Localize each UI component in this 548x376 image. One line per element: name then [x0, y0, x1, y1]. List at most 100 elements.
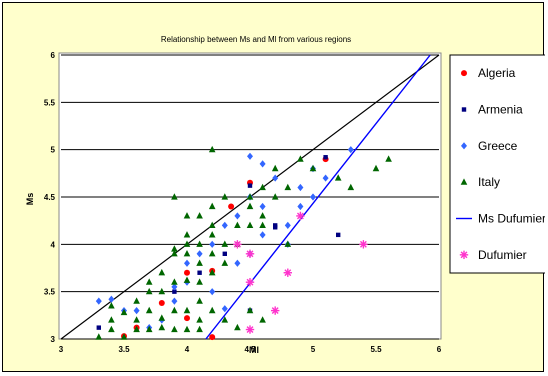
- greece-point: [108, 295, 115, 303]
- italy-point: [133, 316, 140, 323]
- greece-point: [171, 283, 178, 291]
- italy-point: [133, 325, 140, 333]
- data-points: [95, 145, 392, 341]
- italy-point: [183, 306, 191, 314]
- greece-point: [259, 160, 266, 168]
- italy-point: [171, 306, 178, 314]
- italy-point: [183, 250, 191, 257]
- x-tick-label: 4: [185, 345, 190, 354]
- italy-point: [271, 164, 279, 172]
- italy-point: [120, 333, 128, 340]
- y-tick-label: 5.5: [44, 98, 56, 107]
- greece-point: [133, 307, 140, 315]
- legend-marker: [460, 178, 468, 185]
- italy-point: [372, 164, 380, 172]
- y-axis-label: Ms: [25, 193, 35, 206]
- italy-point: [221, 316, 229, 323]
- italy-point: [208, 268, 216, 276]
- italy-point: [145, 287, 153, 295]
- greece-point: [272, 174, 279, 182]
- italy-point: [145, 306, 153, 314]
- armenia-point: [172, 289, 177, 294]
- x-tick-label: 5: [311, 345, 316, 354]
- italy-point: [108, 325, 115, 333]
- legend-marker: [459, 250, 469, 260]
- greece-point: [95, 297, 102, 305]
- axis-ticks: 3 3.5 4 4.5 5 5.5 6 3 3.5 4 4.5 5 5.5 6: [44, 51, 442, 354]
- armenia-point: [323, 155, 328, 160]
- x-tick-label: 4.5: [244, 345, 256, 354]
- algeria-point: [184, 315, 190, 322]
- legend-box: [449, 54, 545, 274]
- greece-point: [221, 305, 228, 313]
- legend-marker: [461, 142, 467, 150]
- algeria-point: [209, 334, 216, 341]
- y-tick-label: 4.5: [44, 193, 56, 202]
- greece-point: [221, 221, 228, 229]
- italy-point: [259, 221, 266, 228]
- legend-label: Italy: [478, 175, 500, 189]
- italy-point: [145, 325, 153, 333]
- italy-point: [183, 231, 191, 238]
- y-tick-label: 5: [51, 146, 56, 155]
- legend: Algeria Armenia Greece Italy Ms Dufumier Dufu…: [449, 54, 545, 274]
- x-tick-label: 3: [59, 345, 64, 354]
- italy-point: [284, 240, 292, 247]
- ms-dufumier-line: [205, 54, 431, 340]
- greece-point: [209, 288, 216, 296]
- armenia-point: [336, 232, 341, 238]
- greece-point: [297, 202, 304, 211]
- x-tick-label: 5.5: [370, 345, 382, 354]
- italy-point: [347, 183, 355, 191]
- greece-point: [196, 250, 203, 258]
- dufumier-point: [359, 240, 368, 249]
- italy-point: [171, 245, 178, 252]
- y-tick-label: 3: [51, 335, 56, 344]
- italy-point: [183, 325, 191, 333]
- italy-point: [208, 306, 216, 314]
- italy-point: [183, 276, 191, 283]
- dufumier-point: [271, 306, 280, 315]
- italy-point: [95, 333, 103, 340]
- italy-point: [196, 278, 203, 285]
- algeria-point: [228, 203, 235, 210]
- italy-point: [120, 308, 128, 316]
- italy-point: [208, 202, 216, 210]
- y-tick-label: 6: [51, 51, 56, 60]
- italy-point: [246, 193, 254, 200]
- dufumier-point: [245, 325, 255, 334]
- algeria-point: [184, 269, 190, 276]
- greece-point: [322, 174, 329, 182]
- italy-point: [171, 278, 178, 285]
- legend-marker: [461, 70, 467, 77]
- greece-point: [297, 183, 304, 192]
- italy-point: [196, 325, 203, 333]
- dufumier-point: [245, 278, 255, 287]
- italy-point: [208, 221, 216, 228]
- italy-point: [171, 193, 178, 200]
- italy-point: [183, 240, 191, 247]
- italy-point: [108, 302, 115, 309]
- armenia-point: [273, 223, 278, 228]
- dufumier-point: [233, 240, 242, 249]
- greece-point: [209, 240, 216, 248]
- italy-point: [196, 212, 203, 219]
- armenia-point: [96, 325, 101, 330]
- italy-point: [234, 323, 241, 331]
- italy-point: [246, 221, 254, 228]
- italy-point: [208, 250, 216, 257]
- dufumier-point: [245, 249, 255, 258]
- italy-point: [271, 193, 279, 200]
- italy-point: [385, 155, 392, 162]
- italy-point: [234, 221, 241, 228]
- italy-point: [221, 240, 229, 247]
- legend-label: Armenia: [478, 103, 523, 117]
- legend-label: Greece: [478, 139, 518, 153]
- italy-point: [158, 314, 166, 321]
- greece-point: [310, 193, 316, 201]
- x-axis-label: Ml: [249, 345, 259, 355]
- greece-point: [171, 297, 178, 305]
- italy-point: [145, 278, 153, 285]
- armenia-point: [197, 270, 202, 275]
- italy-point: [108, 316, 115, 323]
